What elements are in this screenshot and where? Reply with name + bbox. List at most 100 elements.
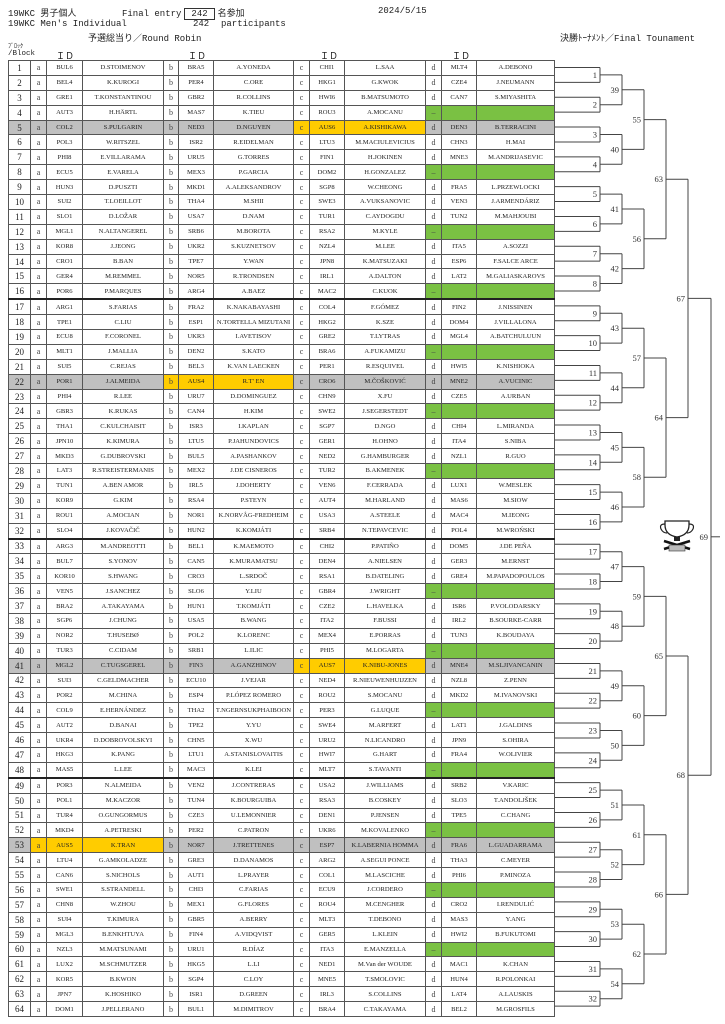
match-number: 48 <box>611 621 620 631</box>
player-id: MNE2 <box>441 373 477 390</box>
table-row: 53 a AUS5 K.TRAN b NOR7 J.TRETTENES c ESP7 K.LABE… <box>8 837 555 854</box>
player-id: DOM1 <box>46 1001 83 1017</box>
match-number: 14 <box>589 457 598 467</box>
player-name: J.WILLIAMS <box>344 776 426 794</box>
match-number: 23 <box>589 726 598 736</box>
match-number: 31 <box>589 964 598 974</box>
table-row: 42 a SUI3 C.GELDMACHER b ECU10 J.VEJAR c NED4 R.N… <box>8 672 555 689</box>
table-row: 49 a POR3 N.ALMEIDA b VEN2 J.CONTRERAS c USA2 J.W… <box>8 776 555 794</box>
player-name: R.T' EN <box>213 373 294 390</box>
table-row: 35 a KOR10 S.HWANG b CRO3 L.SRDOČ c RSA1 B.DATELI… <box>8 568 555 585</box>
match-number: 2 <box>593 100 597 110</box>
player-id: AUS6 <box>309 119 345 136</box>
bye-name-cell <box>476 822 555 839</box>
table-row: 54 a LTU4 G.AMKOLADZE b GRE3 D.DANAMOS c ARG2 A.S… <box>8 852 555 869</box>
player-name: M.GROSFILS <box>476 1001 555 1017</box>
player-name: J.TRETTENES <box>213 837 294 854</box>
match-number: 60 <box>633 711 642 721</box>
trophy-icon <box>659 520 695 552</box>
player-name: A.GANZHINOV <box>213 657 294 674</box>
group-letter: d <box>425 119 442 136</box>
match-number: 10 <box>589 338 598 348</box>
table-row: 24 a GBR3 K.RUKAS b CAN4 H.KIM c SWE2 J.SEGERSTED… <box>8 403 555 420</box>
player-name: J.CONTRERAS <box>213 776 294 794</box>
player-name: J.DE PEÑA <box>476 537 555 555</box>
bye-id-cell <box>441 583 477 600</box>
group-letter: d <box>425 298 442 316</box>
match-number: 26 <box>589 815 598 825</box>
bye-marker: – <box>425 822 442 839</box>
match-number: 62 <box>633 949 642 959</box>
group-letter: a <box>30 373 47 390</box>
match-number: 41 <box>611 204 620 214</box>
match-number: 42 <box>611 264 620 274</box>
match-number: 12 <box>589 398 598 408</box>
table-row: 16 a POR6 P.MARQUES b ARG4 A.BAEZ c MAC2 C.KUOK – <box>8 283 555 300</box>
bye-name-cell <box>476 583 555 600</box>
entry-suffix: 名参加 <box>217 9 245 19</box>
match-number: 49 <box>611 681 620 691</box>
table-row: 46 a UKR4 D.DOBROVOLSKYI b CHN5 X.WU c URU2 N.LIC… <box>8 732 555 748</box>
table-row: 32 a SLO4 J.KOVAČIČ b HUN2 K.KOMJÁTI c SRB4 N.TEP… <box>8 522 555 540</box>
title-jp: 19WKC 男子個人 <box>8 9 77 19</box>
table-row: 31 a ROU1 A.MOCIAN b NOR1 K.NORVÅG-FREDHEIM c US… <box>8 507 555 524</box>
match-number: 7 <box>593 249 597 259</box>
table-row: 10 a SUI2 T.LOEILLOT b THA4 M.SHII c SWE3 A.VUKSA… <box>8 194 555 210</box>
player-id: CHI2 <box>309 537 345 555</box>
table-row: 62 a KOR5 B.KWON b SGP4 C.LOY c MNE5 T.SMOLOVIC d H… <box>8 971 555 988</box>
player-name: K.TRAN <box>82 837 164 854</box>
table-row: 41 a MGL2 C.TUGSGEREL b FIN3 A.GANZHINOV c AUS7 K… <box>8 657 555 674</box>
table-row: 27 a MKD3 G.DUBROVSKI b BUL5 A.PASHANKOV c NED2 G… <box>8 448 555 465</box>
round-robin-label: 予選総当り／Round Robin <box>88 34 202 44</box>
final-entry-line: Final entry 242 名参加 <box>122 6 245 20</box>
group-letter: a <box>30 1001 47 1017</box>
player-name: J.ALMEIDA <box>82 373 164 390</box>
player-name: A.KISHIKAWA <box>344 119 426 136</box>
match-number: 28 <box>589 875 598 885</box>
group-letter: b <box>163 119 179 136</box>
table-row: 47 a HKG3 K.PANG b LTU1 A.STANISLOVAITIS c HWI7 G… <box>8 746 555 763</box>
match-number: 43 <box>611 323 620 333</box>
bye-name-cell <box>476 463 555 479</box>
table-row: 6 a POL3 W.RITSZEL b ISR2 R.EIDELMAN c LTU3 M.MAC… <box>8 134 555 151</box>
match-number: 64 <box>655 413 664 423</box>
group-letter: c <box>293 119 310 136</box>
table-row: 45 a AUT2 D.BANAI b TPE2 Y.YU c SWE4 M.ARFERT d LAT… <box>8 717 555 734</box>
table-row: 37 a BRA2 A.TAKAYAMA b HUN1 T.KOMJÁTI c CZE2 L.HA… <box>8 598 555 614</box>
match-number: 5 <box>593 189 597 199</box>
table-row: 55 a CAN6 S.NICHOLS b AUT1 L.PRAYER c COL1 M.LASC… <box>8 867 555 883</box>
match-number: 63 <box>655 174 664 184</box>
bye-marker: – <box>425 283 442 300</box>
table-row: 34 a BUL7 S.YONOV b CAN5 K.MURAMATSU c DEN4 A.NIE… <box>8 553 555 570</box>
entry-count: 242 <box>184 8 215 20</box>
match-number: 45 <box>611 442 620 452</box>
match-number: 9 <box>593 308 597 318</box>
match-number: 25 <box>589 785 598 795</box>
bye-name-cell <box>476 283 555 300</box>
table-row: 38 a SGP6 J.CHUNG b USA5 B.WANG c ITA2 F.BUSSI d IR… <box>8 612 555 629</box>
player-id: VEN2 <box>178 776 214 794</box>
table-row: 9 a HUN3 D.PUSZTI b MKD1 A.ALEKSANDROV c SGP8 W.C… <box>8 179 555 196</box>
match-number: 58 <box>633 472 642 482</box>
match-number: 53 <box>611 919 620 929</box>
bye-id-cell <box>441 223 477 240</box>
table-row: 7 a PHI8 E.VILLARAMA b URU5 G.TORRES c FIN1 H.JOK… <box>8 149 555 166</box>
table-row: 28 a LAT3 R.STREISTERMANIS b MEX2 J.DE CISNERO… <box>8 463 555 479</box>
block-number: 49 <box>8 776 31 794</box>
match-number: 1 <box>593 70 597 80</box>
player-name: W.MESLEK <box>476 477 555 494</box>
match-number: 52 <box>611 860 620 870</box>
player-name: K.NIBU-JONES <box>344 657 426 674</box>
table-row: 50 a POL1 M.KACZOR b TUN4 K.BOURGUIBA c RSA3 B.CO… <box>8 792 555 809</box>
block-number: 22 <box>8 373 31 390</box>
block-label-en: /Block <box>8 50 36 58</box>
match-number: 39 <box>611 85 620 95</box>
match-number: 27 <box>589 845 598 855</box>
id-header-b: ＩＤ <box>188 52 207 62</box>
table-row: 63 a JPN7 K.HOSHIKO b ISR1 D.GREEN c IRL3 S.COLLI… <box>8 986 555 1003</box>
table-row: 48 a MAS5 L.LEE b MAC3 K.LEI c MLT7 S.TAVANTI – <box>8 761 555 779</box>
participants-label: participants <box>221 19 286 29</box>
player-id: BEL2 <box>441 1001 477 1017</box>
id-header-d: ＩＤ <box>452 52 471 62</box>
